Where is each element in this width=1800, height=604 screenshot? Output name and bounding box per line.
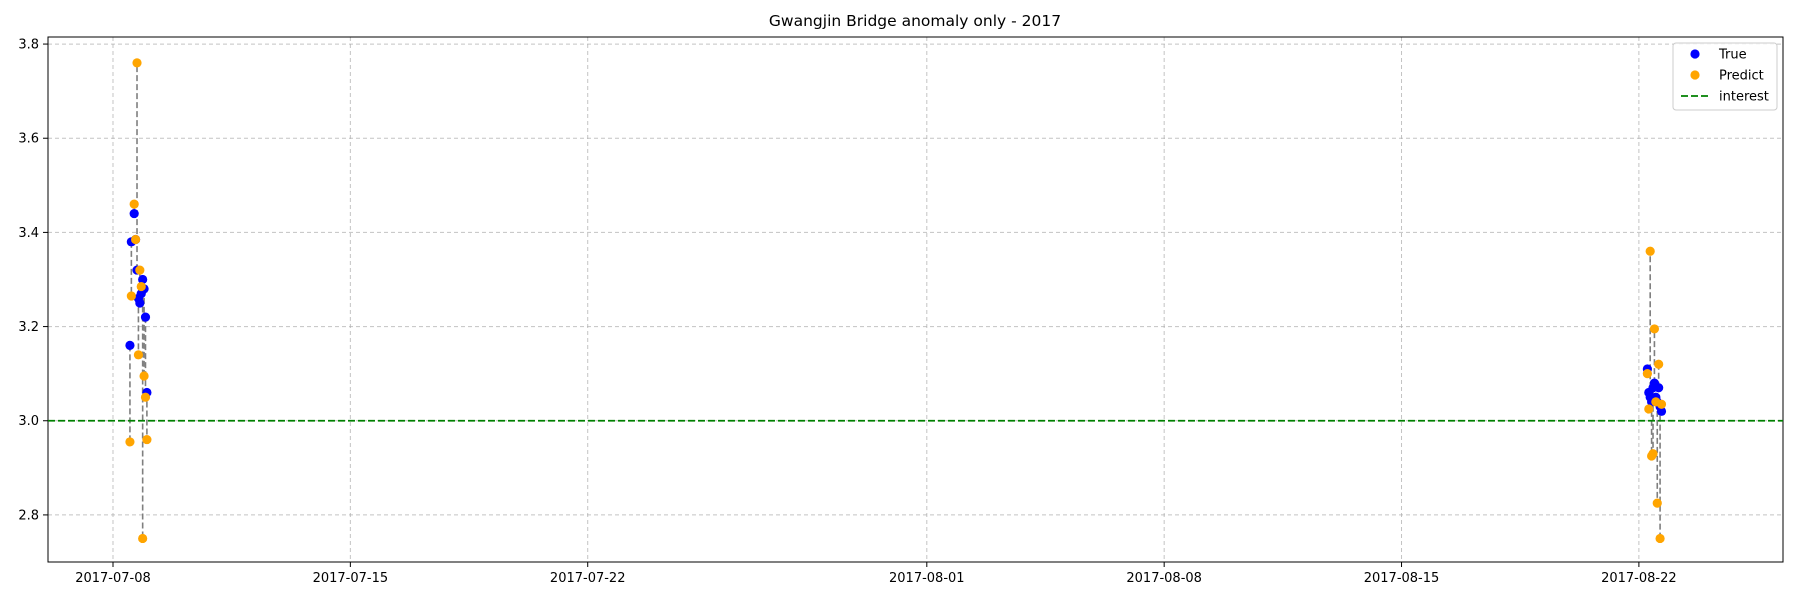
- legend-label: True: [1718, 48, 1747, 63]
- x-tick-label: 2017-08-08: [1126, 571, 1202, 586]
- y-tick-label: 3.0: [18, 414, 39, 429]
- predict-point: [1652, 498, 1662, 508]
- true-point: [125, 340, 135, 351]
- plot-area: 2017-07-08 2017-07-15 2017-07-22 2017-08-01…: [18, 36, 1784, 586]
- grid-lines: [48, 37, 1783, 562]
- predict-point: [1649, 324, 1660, 334]
- predict-point: [132, 58, 142, 68]
- predict-point: [1644, 404, 1654, 414]
- x-tick-label: 2017-08-01: [889, 571, 965, 586]
- x-tick-label: 2017-08-15: [1364, 571, 1440, 586]
- true-point: [135, 298, 145, 308]
- y-tick-label: 3.6: [18, 132, 39, 147]
- true-point: [1654, 383, 1664, 393]
- predict-point: [1648, 449, 1658, 459]
- chart-title: Gwangjin Bridge anomaly only - 2017: [769, 12, 1061, 30]
- x-tick-label: 2017-07-08: [75, 571, 151, 586]
- plot-frame: [47, 36, 1784, 563]
- predict-point: [138, 533, 148, 544]
- predict-point: [135, 265, 145, 275]
- predict-point: [1645, 246, 1655, 256]
- predict-point: [1642, 369, 1652, 379]
- predict-point: [125, 437, 135, 447]
- true-point: [1656, 406, 1667, 416]
- x-tick-label: 2017-08-22: [1601, 571, 1677, 586]
- predict-point: [130, 234, 141, 245]
- predict-point: [1654, 359, 1664, 369]
- true-point: [138, 274, 148, 285]
- legend-marker: [1690, 70, 1700, 80]
- predict-point: [126, 291, 136, 301]
- true-point: [129, 208, 139, 219]
- x-tick-label: 2017-07-15: [313, 571, 389, 586]
- legend-marker: [1690, 49, 1700, 59]
- predict-point: [133, 350, 144, 360]
- true-point: [140, 312, 151, 322]
- predict-point: [1655, 533, 1665, 544]
- predict-point: [142, 434, 152, 445]
- x-tick-label: 2017-07-22: [550, 571, 626, 586]
- y-tick-label: 3.2: [18, 320, 39, 335]
- predict-series: [125, 58, 1667, 544]
- y-tick-label: 3.4: [18, 226, 39, 241]
- predict-point: [136, 281, 146, 292]
- predict-point: [140, 392, 151, 402]
- axes: 2017-07-08 2017-07-15 2017-07-22 2017-08-01…: [18, 36, 1784, 586]
- predict-point: [1656, 399, 1667, 409]
- connector-lines: [129, 62, 1663, 539]
- y-tick-label: 2.8: [18, 508, 39, 523]
- legend: True Predict interest: [1672, 42, 1778, 111]
- predict-point: [139, 371, 149, 381]
- legend-label: Predict: [1719, 69, 1764, 84]
- legend-label: interest: [1719, 90, 1769, 105]
- legend-box: [1672, 42, 1778, 111]
- y-tick-label: 3.8: [18, 38, 39, 53]
- predict-point: [129, 199, 139, 209]
